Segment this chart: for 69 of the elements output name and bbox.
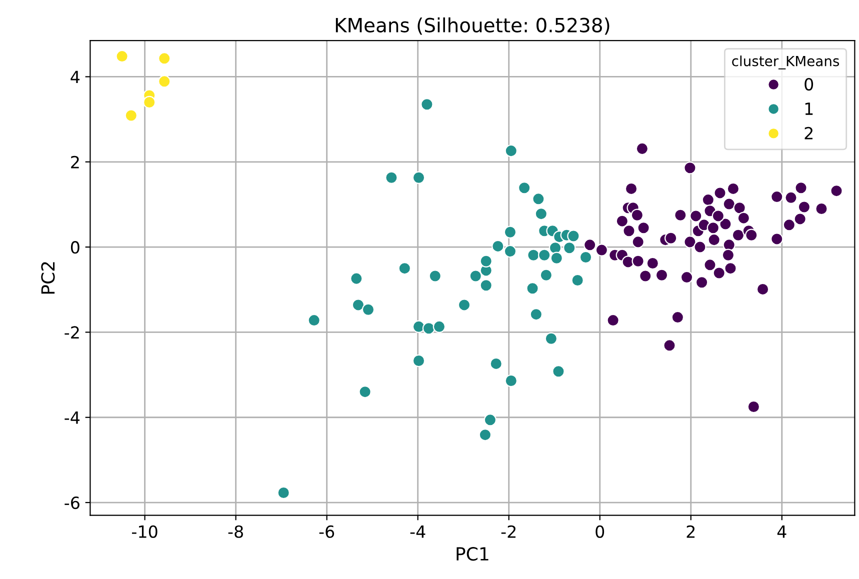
point [142,96,156,109]
point [544,332,558,345]
point [158,75,171,88]
point [362,303,375,316]
point [484,414,497,426]
y-axis-title: PC2 [41,262,55,294]
point [124,109,138,122]
legend-label: 2 [804,126,812,140]
point [480,254,492,268]
y-tick-label: -2 [64,326,79,339]
point [518,181,531,194]
legend-label: 1 [805,102,813,115]
point [567,230,580,242]
point [571,274,584,287]
point [527,248,540,262]
chart-title: KMeans (Silhouette: 0.5238) [336,17,610,35]
x-tick-label: -10 [132,525,158,538]
point [540,268,553,282]
point [412,354,426,368]
point [550,252,564,264]
point [548,242,562,254]
point [420,98,434,111]
legend-label: 0 [804,78,814,91]
point [552,365,565,378]
point [350,272,363,285]
point [492,240,504,253]
x-tick-label: 0 [596,525,604,538]
y-tick-label: -6 [64,496,80,510]
point [422,322,436,335]
point [563,242,576,254]
point [385,171,398,184]
point [277,486,290,500]
point [469,270,482,282]
x-tick-label: 2 [686,525,695,538]
point [579,250,592,264]
point [308,314,320,327]
point [504,144,518,158]
point [458,298,471,312]
point [428,270,442,282]
point [490,357,502,370]
x-axis-title: PC1 [456,547,488,561]
y-tick-label: 2 [71,156,79,168]
point [534,207,548,220]
x-tick-label: -2 [501,525,516,538]
point [478,428,492,442]
point [504,244,517,258]
point [538,248,551,262]
point [504,374,518,388]
point [526,282,539,295]
point [412,320,426,334]
point [504,226,517,239]
point [398,262,412,275]
point [412,171,426,184]
x-tick-label: -6 [319,525,334,538]
y-tick-label: -4 [64,412,80,424]
legend-title: cluster_KMeans [732,56,840,70]
point [116,50,128,63]
y-tick-label: 0 [70,241,80,254]
x-tick-label: 4 [777,526,786,538]
y-tick-label: 4 [70,70,80,84]
point [352,298,365,312]
point [530,308,543,321]
point [480,279,492,292]
point [158,52,171,65]
point [532,192,545,206]
x-tick-label: -4 [410,526,426,538]
point [358,385,372,398]
point [432,320,446,334]
x-tick-label: -8 [228,525,243,538]
